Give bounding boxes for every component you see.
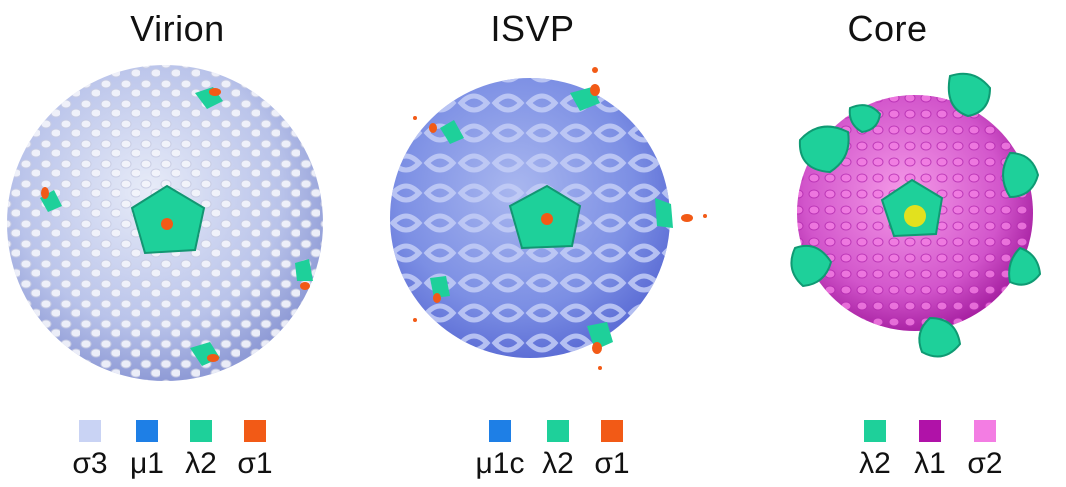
legend-item: σ1 [577,420,647,480]
panel-title: Core [847,8,928,49]
virion-structure-image [7,65,323,381]
core-panel: Core λ2 [710,0,1065,487]
isvp-panel: ISVP [355,0,710,487]
legend-label: λ2 [859,447,891,480]
panel-title: ISVP [490,8,575,49]
legend-swatch [136,420,158,442]
legend-item: σ2 [950,420,1020,480]
legend-item: λ1 [895,420,965,480]
legend-item: σ3 [55,420,125,480]
legend-label: σ3 [72,447,108,480]
virion-legend: σ3 μ1 λ2 σ1 [0,420,355,480]
legend-label: σ1 [594,447,630,480]
legend-item: λ2 [840,420,910,480]
virion-panel: Virion σ3 [0,0,355,487]
legend-swatch [974,420,996,442]
panel-title: Virion [130,8,225,49]
legend-label: σ2 [967,447,1003,480]
legend-item: λ2 [166,420,236,480]
core-legend: λ2 λ1 σ2 [710,420,1065,480]
legend-swatch [79,420,101,442]
legend-swatch [601,420,623,442]
legend-item: μ1 [112,420,182,480]
isvp-structure-image [390,67,707,370]
legend-label: σ1 [237,447,273,480]
legend-label: μ1c [475,447,525,480]
legend-item: λ2 [523,420,593,480]
legend-item: μ1c [465,420,535,480]
legend-swatch [190,420,212,442]
legend-label: λ1 [914,447,946,480]
core-structure-image [790,72,1042,358]
legend-swatch [489,420,511,442]
legend-swatch [244,420,266,442]
legend-label: λ2 [542,447,574,480]
legend-swatch [919,420,941,442]
legend-swatch [864,420,886,442]
legend-item: σ1 [220,420,290,480]
isvp-legend: μ1c λ2 σ1 [355,420,710,480]
legend-label: μ1 [130,447,164,480]
legend-swatch [547,420,569,442]
legend-label: λ2 [185,447,217,480]
